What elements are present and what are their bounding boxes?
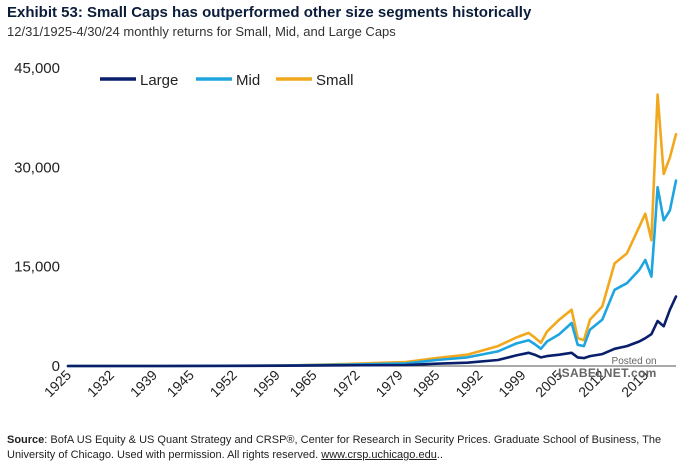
x-tick-label: 1965	[286, 367, 319, 400]
source-tail: ..	[436, 449, 443, 461]
source-text: : BofA US Equity & US Quant Strategy and…	[7, 434, 662, 461]
watermark-site: ISABELNET.com	[558, 366, 657, 380]
watermark-posted: Posted on	[611, 356, 657, 367]
series-line-small	[66, 93, 678, 368]
x-tick-label: 1952	[207, 367, 240, 400]
legend: Large Mid Small	[100, 72, 354, 89]
x-tick-label: 1925	[41, 367, 74, 400]
legend-label-small: Small	[316, 72, 354, 89]
x-tick-label: 1972	[329, 367, 362, 400]
x-tick-label: 1932	[84, 367, 117, 400]
y-tick-label: 15,000	[14, 259, 60, 276]
x-tick-label: 1992	[452, 367, 485, 400]
x-tick-label: 1979	[372, 367, 405, 400]
series-lines	[66, 93, 678, 368]
source-label: Source	[7, 434, 45, 446]
y-tick-label: 0	[52, 358, 60, 375]
x-tick-label: 1939	[127, 367, 160, 400]
y-axis: 0 15,000 30,000 45,000	[14, 60, 60, 375]
series-line-mid	[66, 179, 678, 368]
series-line-large	[66, 295, 678, 368]
x-tick-label: 1985	[409, 367, 442, 400]
chart-subtitle: 12/31/1925-4/30/24 monthly returns for S…	[7, 24, 396, 39]
source-link[interactable]: www.crsp.uchicago.edu	[321, 449, 437, 461]
y-tick-label: 30,000	[14, 159, 60, 176]
source-note: Source: BofA US Equity & US Quant Strate…	[7, 433, 677, 463]
legend-label-large: Large	[140, 72, 178, 89]
x-tick-label: 1945	[164, 367, 197, 400]
chart-title: Exhibit 53: Small Caps has outperformed …	[7, 4, 532, 21]
watermark: Posted on ISABELNET.com	[558, 356, 657, 380]
x-tick-label: 1959	[250, 367, 283, 400]
legend-label-mid: Mid	[236, 72, 260, 89]
y-tick-label: 45,000	[14, 60, 60, 77]
x-tick-label: 1999	[495, 367, 528, 400]
line-chart: 0 15,000 30,000 45,000 1925 1932 1939 1945 1952…	[14, 60, 678, 400]
